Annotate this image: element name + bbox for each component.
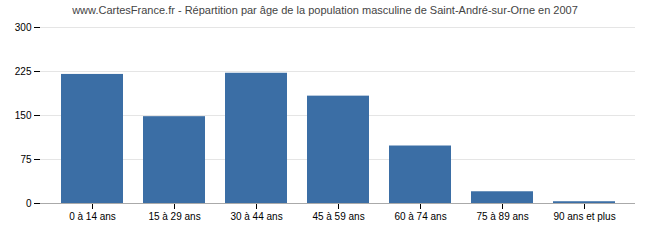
svg-text:60 à 74 ans: 60 à 74 ans [394, 211, 446, 222]
svg-text:45 à 59 ans: 45 à 59 ans [312, 211, 364, 222]
svg-text:225: 225 [15, 66, 32, 77]
svg-text:75 à 89 ans: 75 à 89 ans [476, 211, 528, 222]
svg-text:75: 75 [20, 154, 32, 165]
html-text:www.CartesFrance.fr - Répartit: www.CartesFrance.fr - Répartition par âg… [72, 4, 578, 16]
svg-text:15 à 29 ans: 15 à 29 ans [148, 211, 200, 222]
svg-text:300: 300 [15, 22, 32, 33]
svg-text:0 à 14 ans: 0 à 14 ans [69, 211, 116, 222]
svg-text:30 à 44 ans: 30 à 44 ans [230, 211, 282, 222]
svg-text:0: 0 [26, 198, 32, 209]
svg-text:90 ans et plus: 90 ans et plus [553, 211, 615, 222]
svg-text:150: 150 [15, 110, 32, 121]
